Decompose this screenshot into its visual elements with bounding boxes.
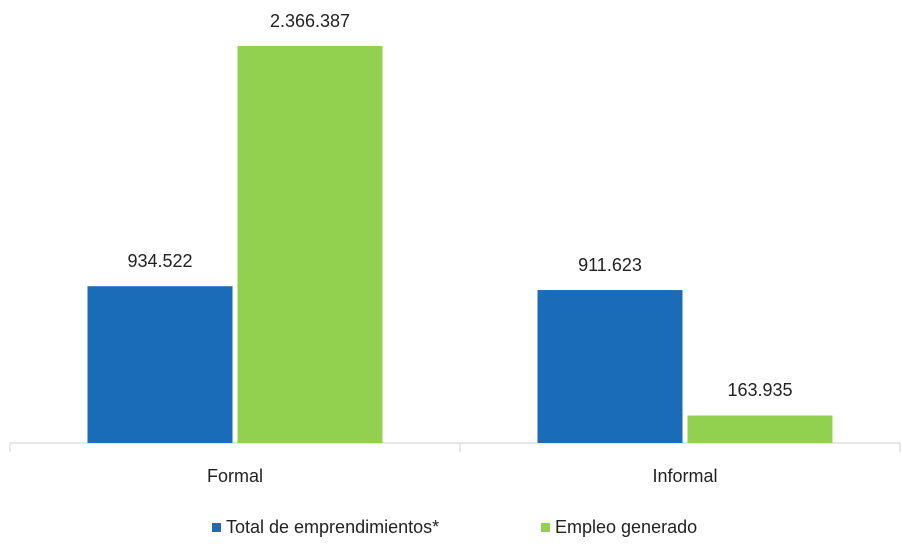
data-label: 2.366.387 [270, 11, 350, 31]
legend-swatch [541, 523, 550, 532]
legend-label: Total de emprendimientos* [226, 517, 439, 537]
bar [537, 290, 683, 443]
x-tick-label: Formal [207, 466, 263, 486]
x-tick-label: Informal [652, 466, 717, 486]
data-label: 934.522 [127, 251, 192, 271]
legend-swatch [212, 523, 221, 532]
data-label: 911.623 [578, 255, 642, 275]
data-label: 163.935 [727, 380, 792, 400]
legend-label: Empleo generado [555, 517, 697, 537]
bar [687, 415, 833, 443]
bar [87, 286, 233, 443]
bar [237, 46, 383, 443]
